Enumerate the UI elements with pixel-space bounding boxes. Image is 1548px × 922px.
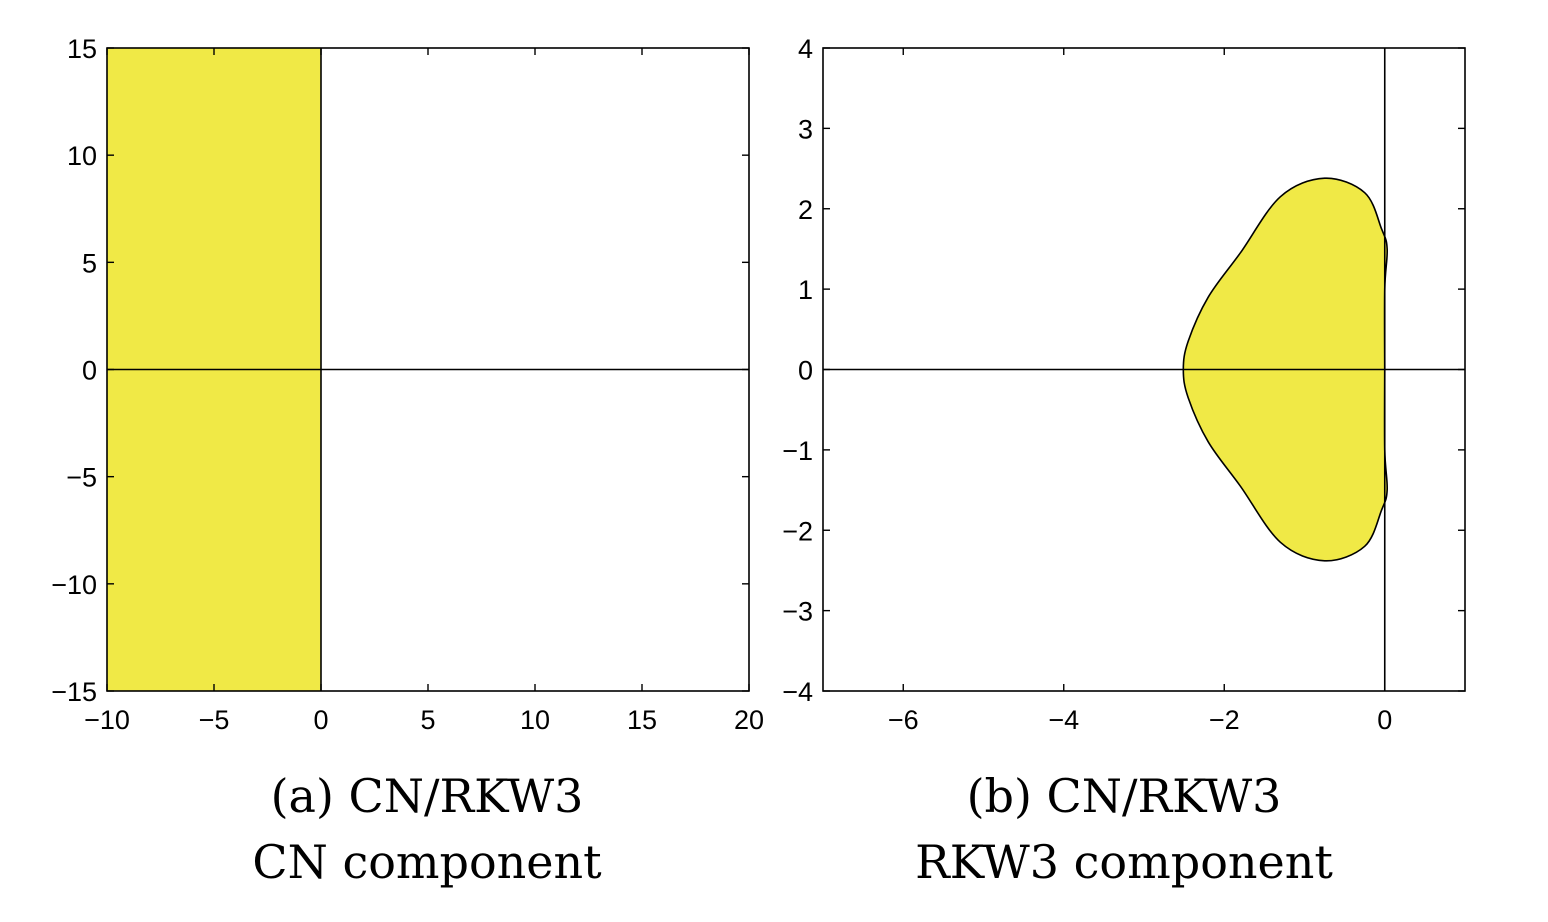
panel-b-ytick-label: 2 [798,195,813,225]
panel-a-caption-title: (a) CN/RKW3 [271,769,584,823]
panel-b-ytick-label: 0 [798,356,813,386]
panel-b-rkw3-component: −6 −4 −2 0 −4 −3 −2 −1 0 1 2 3 4 (b) CN/RKW3 RKW3 co… [782,34,1466,889]
panel-a-xtick-label: 15 [627,705,657,735]
panel-a-xtick-label: −10 [84,705,130,735]
panel-b-ytick-label: −3 [782,597,813,627]
panel-a-ytick-label: −5 [66,463,97,493]
panel-a-ytick-label: 0 [82,356,97,386]
panel-a-xtick-label: 20 [734,705,764,735]
panel-a-ytick-label: 5 [82,248,97,278]
panel-a-caption-subtitle: CN component [252,835,602,889]
panel-b-xtick-label: −4 [1048,705,1079,735]
panel-a-xtick-label: −5 [199,705,230,735]
panel-b-xtick-label: −6 [888,705,919,735]
panel-b-ytick-label: −4 [782,677,813,707]
panel-b-ytick-label: 1 [798,275,813,305]
panel-a-axes-frame [106,47,750,692]
panel-b-ytick-label: 3 [798,114,813,144]
panel-a-ytick-label: −15 [51,677,97,707]
panel-b-ytick-label: 4 [798,34,813,64]
panel-b-ytick-label: −1 [782,436,813,466]
panel-b-xtick-label: −2 [1209,705,1240,735]
panel-b-caption-title: (b) CN/RKW3 [967,769,1282,823]
panel-a-xtick-label: 5 [420,705,435,735]
panel-b-caption-subtitle: RKW3 component [915,835,1333,889]
panel-a-ytick-label: 10 [67,141,97,171]
panel-a-ytick-label: 15 [67,34,97,64]
panel-b-ticks: −6 −4 −2 0 −4 −3 −2 −1 0 1 2 3 4 [782,34,1465,735]
panel-a-xtick-label: 0 [313,705,328,735]
panel-a-xtick-label: 10 [520,705,550,735]
panel-b-axes-frame [822,47,1466,692]
panel-b-xtick-label: 0 [1377,705,1392,735]
panel-a-ytick-label: −10 [51,570,97,600]
panel-b-ytick-label: −2 [782,516,813,546]
